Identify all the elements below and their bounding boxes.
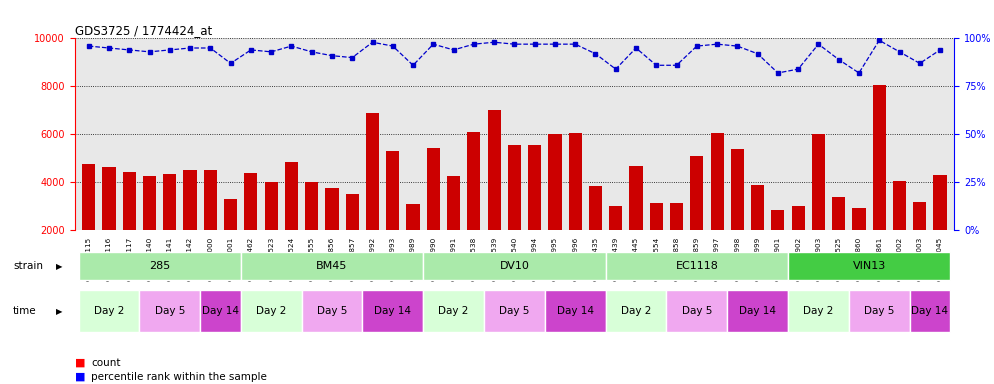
Bar bbox=[569, 133, 581, 278]
Bar bbox=[910, 290, 950, 332]
Bar bbox=[832, 197, 845, 278]
Bar bbox=[893, 181, 907, 278]
Bar bbox=[605, 290, 666, 332]
Text: Day 2: Day 2 bbox=[621, 306, 651, 316]
Bar bbox=[245, 173, 257, 278]
Bar bbox=[711, 133, 724, 278]
Text: Day 2: Day 2 bbox=[803, 306, 834, 316]
Bar bbox=[301, 290, 363, 332]
Bar bbox=[484, 290, 545, 332]
Text: DV10: DV10 bbox=[499, 261, 530, 271]
Text: ■: ■ bbox=[75, 372, 85, 382]
Text: VIN13: VIN13 bbox=[853, 261, 886, 271]
Bar bbox=[933, 175, 946, 278]
Text: Day 5: Day 5 bbox=[864, 306, 895, 316]
Bar bbox=[241, 290, 301, 332]
Bar bbox=[528, 145, 542, 278]
Bar bbox=[423, 290, 484, 332]
Bar bbox=[346, 194, 359, 278]
Bar bbox=[629, 166, 642, 278]
Bar bbox=[139, 290, 200, 332]
Bar bbox=[143, 176, 156, 278]
Bar bbox=[366, 113, 379, 278]
Bar bbox=[447, 176, 460, 278]
Text: Day 14: Day 14 bbox=[202, 306, 239, 316]
Bar bbox=[426, 147, 440, 278]
Text: Day 14: Day 14 bbox=[740, 306, 776, 316]
Text: Day 14: Day 14 bbox=[557, 306, 593, 316]
Bar bbox=[79, 252, 241, 280]
Text: Day 2: Day 2 bbox=[256, 306, 286, 316]
Bar bbox=[731, 149, 744, 278]
Bar bbox=[163, 174, 176, 278]
Text: EC1118: EC1118 bbox=[675, 261, 719, 271]
Bar bbox=[285, 162, 298, 278]
Text: ■: ■ bbox=[75, 358, 85, 368]
Bar bbox=[508, 145, 521, 278]
Bar bbox=[224, 199, 238, 278]
Bar bbox=[545, 290, 605, 332]
Text: Day 5: Day 5 bbox=[499, 306, 530, 316]
Bar bbox=[122, 172, 136, 278]
Bar bbox=[812, 134, 825, 278]
Bar bbox=[467, 132, 480, 278]
Bar bbox=[79, 290, 139, 332]
Text: 285: 285 bbox=[149, 261, 170, 271]
Bar bbox=[690, 156, 704, 278]
Text: Day 5: Day 5 bbox=[317, 306, 347, 316]
Bar bbox=[666, 290, 728, 332]
Bar bbox=[325, 189, 339, 278]
Bar bbox=[363, 290, 423, 332]
Bar bbox=[771, 210, 784, 278]
Text: Day 14: Day 14 bbox=[375, 306, 412, 316]
Bar bbox=[423, 252, 605, 280]
Bar bbox=[849, 290, 910, 332]
Bar bbox=[791, 207, 805, 278]
Text: ▶: ▶ bbox=[57, 306, 63, 316]
Text: Day 2: Day 2 bbox=[438, 306, 469, 316]
Bar bbox=[588, 186, 602, 278]
Bar bbox=[487, 111, 501, 278]
Bar bbox=[241, 252, 423, 280]
Bar bbox=[407, 204, 419, 278]
Bar bbox=[650, 203, 663, 278]
Bar bbox=[609, 207, 622, 278]
Bar bbox=[102, 167, 115, 278]
Bar bbox=[200, 290, 241, 332]
Text: GDS3725 / 1774424_at: GDS3725 / 1774424_at bbox=[75, 24, 212, 37]
Bar bbox=[788, 252, 950, 280]
Bar bbox=[728, 290, 788, 332]
Text: Day 14: Day 14 bbox=[911, 306, 948, 316]
Bar bbox=[184, 170, 197, 278]
Text: BM45: BM45 bbox=[316, 261, 348, 271]
Bar bbox=[264, 182, 277, 278]
Bar bbox=[549, 134, 562, 278]
Text: percentile rank within the sample: percentile rank within the sample bbox=[91, 372, 267, 382]
Text: ▶: ▶ bbox=[57, 262, 63, 271]
Bar bbox=[204, 170, 217, 278]
Bar bbox=[853, 208, 866, 278]
Bar bbox=[305, 182, 318, 278]
Bar bbox=[605, 252, 788, 280]
Bar bbox=[913, 202, 926, 278]
Text: count: count bbox=[91, 358, 121, 368]
Bar bbox=[670, 203, 683, 278]
Bar bbox=[873, 85, 886, 278]
Bar bbox=[788, 290, 849, 332]
Text: Day 2: Day 2 bbox=[93, 306, 124, 316]
Text: strain: strain bbox=[13, 261, 43, 271]
Bar bbox=[751, 185, 764, 278]
Text: Day 5: Day 5 bbox=[682, 306, 712, 316]
Bar bbox=[83, 164, 95, 278]
Text: time: time bbox=[13, 306, 37, 316]
Bar bbox=[387, 151, 400, 278]
Text: Day 5: Day 5 bbox=[155, 306, 185, 316]
